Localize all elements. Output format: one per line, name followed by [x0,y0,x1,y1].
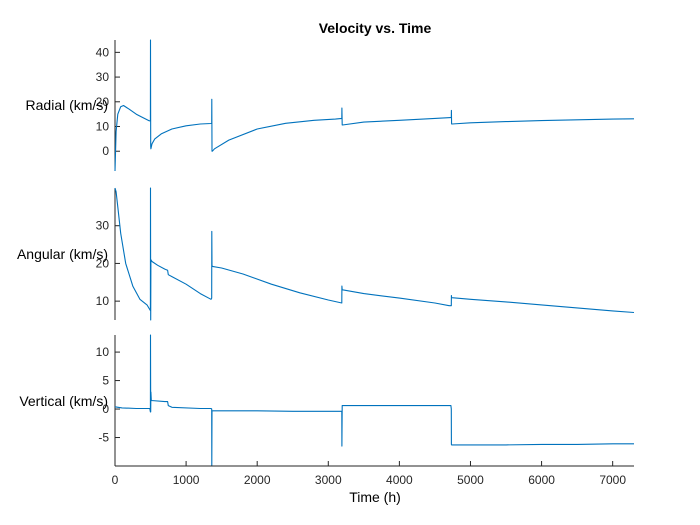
x-tick-label: 0 [112,473,119,487]
series-line [114,187,635,321]
x-tick-label: 1000 [173,473,200,487]
series-line [114,39,635,172]
subplot-1: 0 10 20 30 40 Radial (km/s) [26,39,635,172]
subplots-group: 0 10 20 30 40 Radial (km/s) 10 20 30 Angular (km/… [17,39,635,487]
series-line [114,334,634,467]
y-tick-label: 10 [96,294,110,308]
x-tick-label: 6000 [528,473,555,487]
y-tick-label: -5 [98,431,109,445]
chart-title: Velocity vs. Time [319,20,432,36]
x-tick-label: 2000 [244,473,271,487]
y-tick-label: 5 [102,374,109,388]
y-tick-label: 20 [96,95,110,109]
y-tick-label: 30 [96,219,110,233]
subplot-2: 10 20 30 Angular (km/s) [17,187,635,321]
y-axis-label: Vertical (km/s) [19,393,108,409]
y-tick-label: 10 [96,120,110,134]
y-axis-label: Angular (km/s) [17,246,108,262]
x-tick-label: 3000 [315,473,342,487]
y-tick-label: 30 [96,70,110,84]
y-tick-label: 20 [96,256,110,270]
y-tick-label: 10 [96,345,110,359]
x-tick-label: 7000 [599,473,626,487]
y-tick-label: 0 [102,144,109,158]
y-tick-label: 40 [96,45,110,59]
x-tick-label: 4000 [386,473,413,487]
y-axis-label: Radial (km/s) [26,97,108,113]
x-tick-label: 5000 [457,473,484,487]
x-axis-label: Time (h) [349,489,401,505]
y-tick-label: 0 [102,402,109,416]
